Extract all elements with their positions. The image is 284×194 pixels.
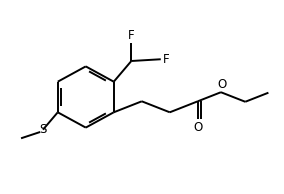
Text: S: S [39, 123, 47, 136]
Text: F: F [128, 29, 135, 42]
Text: O: O [193, 121, 202, 134]
Text: F: F [163, 53, 170, 66]
Text: O: O [218, 78, 227, 91]
